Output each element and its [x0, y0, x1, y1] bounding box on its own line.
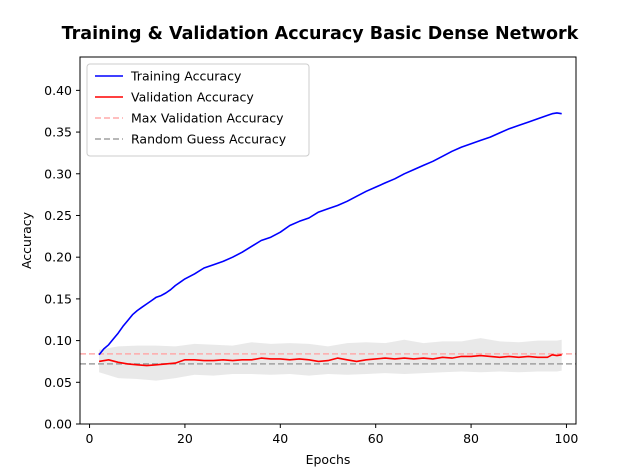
x-tick-label: 60 — [368, 431, 384, 446]
y-tick-label: 0.00 — [44, 417, 72, 432]
y-tick-label: 0.20 — [44, 250, 72, 265]
legend-label: Random Guess Accuracy — [131, 132, 287, 147]
y-tick-label: 0.05 — [44, 375, 72, 390]
legend: Training Accuracy Validation Accuracy Max … — [86, 63, 310, 157]
legend-box — [86, 63, 310, 157]
y-tick-label: 0.40 — [44, 83, 72, 98]
y-tick-label: 0.10 — [44, 333, 72, 348]
x-tick-label: 80 — [463, 431, 479, 446]
y-axis-label: Accuracy — [19, 211, 34, 269]
x-axis-label: Epochs — [306, 452, 351, 467]
x-tick-label: 40 — [272, 431, 288, 446]
y-tick-label: 0.15 — [44, 291, 72, 306]
series-line-training-accuracy — [98, 112, 562, 356]
x-tick-label: 20 — [177, 431, 193, 446]
x-tick-label: 0 — [86, 431, 94, 446]
legend-label: Validation Accuracy — [131, 90, 254, 105]
x-tick-label: 100 — [555, 431, 579, 446]
legend-label: Max Validation Accuracy — [131, 111, 284, 126]
series-layer — [98, 112, 562, 367]
chart-title: Training & Validation Accuracy Basic Den… — [62, 24, 579, 44]
y-axis-ticks: 0.00 0.05 0.10 0.15 0.20 0.25 0.30 0.35 0.40 — [44, 83, 80, 432]
series-line-validation-accuracy — [98, 353, 562, 367]
y-tick-label: 0.35 — [44, 125, 72, 140]
legend-label: Training Accuracy — [130, 69, 242, 84]
y-tick-label: 0.25 — [44, 208, 72, 223]
x-axis-ticks: 0 20 40 60 80 100 — [86, 424, 579, 446]
plot-area-frame — [79, 56, 577, 425]
y-tick-label: 0.30 — [44, 166, 72, 181]
